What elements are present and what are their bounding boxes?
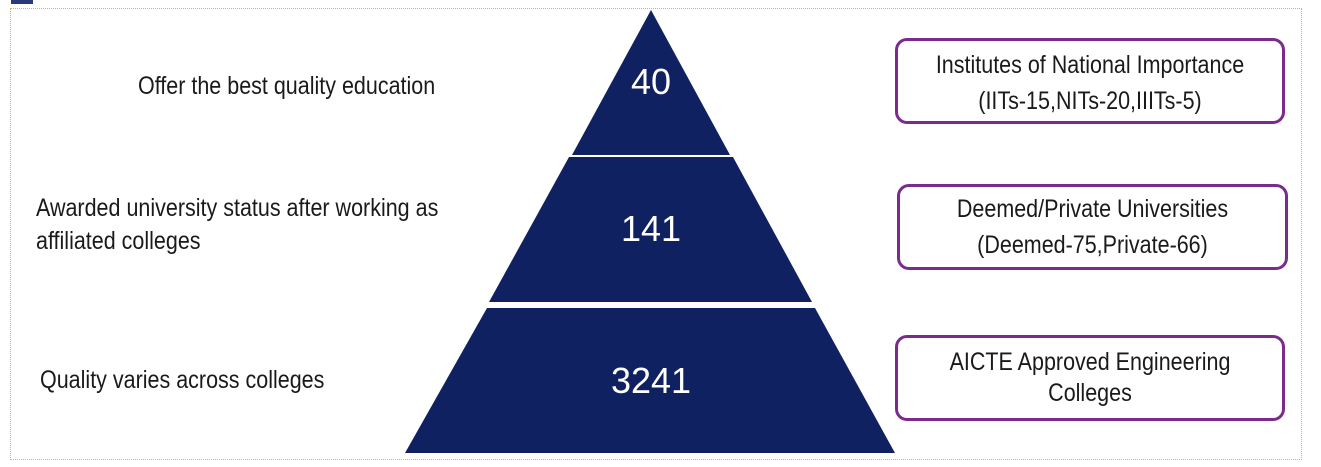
tier-2-category-detail: (Deemed-75,Private-66) <box>977 231 1208 259</box>
pyramid-tier-middle <box>489 157 812 302</box>
tier-2-description: Awarded university status after working … <box>36 192 438 258</box>
pyramid-tier-bottom <box>405 308 895 453</box>
tier-3-value: 3241 <box>611 360 691 401</box>
tier-2-value: 141 <box>621 208 681 249</box>
tier-1-description-line: Offer the best quality education <box>138 72 436 100</box>
tier-2-category-title: Deemed/Private Universities <box>956 195 1229 223</box>
tier-3-category-detail: Colleges <box>1048 379 1132 407</box>
tier-1-description: Offer the best quality education <box>138 70 435 103</box>
tier-1-value: 40 <box>631 61 671 102</box>
pyramid-tier-top <box>572 10 730 155</box>
tier-3-description: Quality varies across colleges <box>40 364 324 397</box>
tier-2-category-box: Deemed/Private Universities (Deemed-75,P… <box>897 184 1288 270</box>
tier-1-category-box: Institutes of National Importance (IITs-… <box>895 38 1285 124</box>
tier-3-category-box: AICTE Approved Engineering Colleges <box>895 335 1285 421</box>
corner-accent <box>11 0 33 4</box>
tier-1-category-title: Institutes of National Importance <box>935 51 1245 79</box>
tier-2-description-line-1: Awarded university status after working … <box>36 194 439 222</box>
tier-2-description-line-2: affiliated colleges <box>36 227 201 255</box>
diagram-frame <box>10 8 1302 460</box>
tier-3-category-title: AICTE Approved Engineering <box>949 348 1231 376</box>
tier-3-description-line: Quality varies across colleges <box>40 366 325 394</box>
tier-1-category-detail: (IITs-15,NITs-20,IIITs-5) <box>978 87 1202 115</box>
